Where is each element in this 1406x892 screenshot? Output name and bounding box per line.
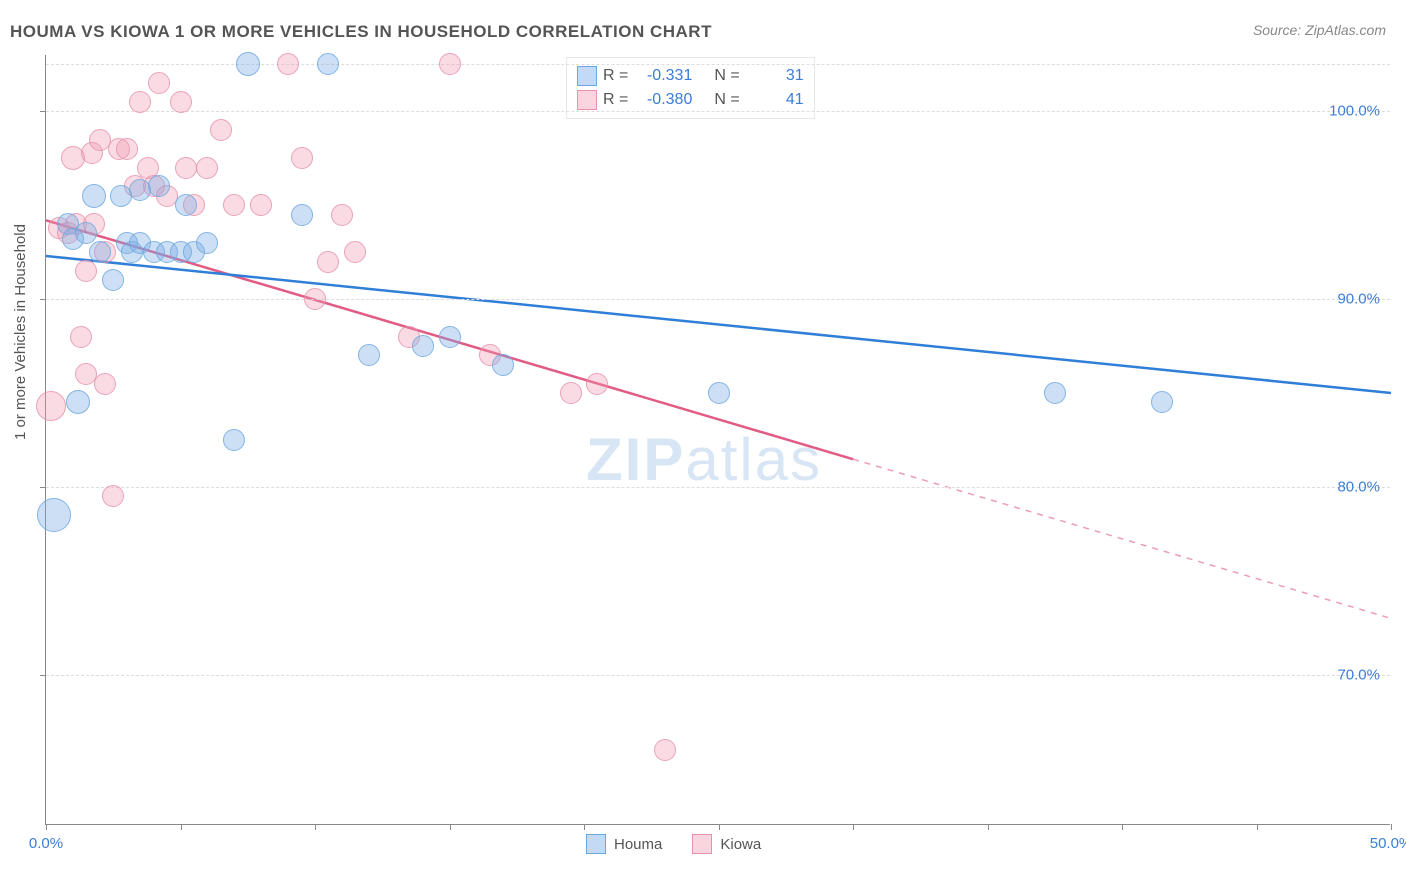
gridline (46, 111, 1390, 112)
kiowa-point (175, 157, 197, 179)
houma-point (236, 52, 260, 76)
kiowa-point (304, 288, 326, 310)
x-tick-mark (584, 824, 585, 830)
houma-point (223, 429, 245, 451)
r-label: R = (603, 64, 628, 88)
legend-label: Houma (614, 836, 662, 853)
r-value: -0.380 (634, 88, 692, 112)
x-tick-mark (181, 824, 182, 830)
x-tick-mark (1122, 824, 1123, 830)
houma-swatch-icon (577, 66, 597, 86)
x-tick-mark (315, 824, 316, 830)
kiowa-point (36, 391, 66, 421)
y-tick-mark (40, 299, 46, 300)
gridline (46, 487, 1390, 488)
houma-point (291, 204, 313, 226)
n-label: N = (714, 64, 739, 88)
y-axis-label: 1 or more Vehicles in Household (12, 224, 29, 440)
y-tick-label: 80.0% (1337, 478, 1380, 495)
houma-point (89, 241, 111, 263)
kiowa-point (129, 91, 151, 113)
source-attribution: Source: ZipAtlas.com (1253, 22, 1386, 38)
legend-row-kiowa: R = -0.380 N = 41 (577, 88, 804, 112)
y-tick-label: 90.0% (1337, 291, 1380, 308)
kiowa-point (223, 194, 245, 216)
houma-point (412, 335, 434, 357)
kiowa-point (317, 251, 339, 273)
plot-area: R = -0.331 N = 31 R = -0.380 N = 41 ZIPa… (45, 55, 1390, 825)
legend-row-houma: R = -0.331 N = 31 (577, 64, 804, 88)
gridline (46, 299, 1390, 300)
n-value: 41 (746, 88, 804, 112)
legend-item-kiowa: Kiowa (692, 834, 761, 854)
legend-label: Kiowa (720, 836, 761, 853)
houma-point (1151, 391, 1173, 413)
houma-swatch-icon (586, 834, 606, 854)
x-tick-mark (1391, 824, 1392, 830)
houma-point (317, 53, 339, 75)
correlation-legend: R = -0.331 N = 31 R = -0.380 N = 41 (566, 57, 815, 119)
n-label: N = (714, 88, 739, 112)
kiowa-trendline-extrapolated (853, 459, 1391, 618)
x-tick-label: 0.0% (29, 835, 63, 852)
kiowa-point (210, 119, 232, 141)
houma-point (148, 175, 170, 197)
x-tick-mark (988, 824, 989, 830)
kiowa-point (344, 241, 366, 263)
houma-point (1044, 382, 1066, 404)
kiowa-swatch-icon (577, 90, 597, 110)
series-legend: Houma Kiowa (586, 834, 761, 854)
y-tick-label: 70.0% (1337, 666, 1380, 683)
gridline (46, 675, 1390, 676)
houma-point (75, 222, 97, 244)
chart-title: HOUMA VS KIOWA 1 OR MORE VEHICLES IN HOU… (10, 22, 712, 42)
kiowa-point (196, 157, 218, 179)
kiowa-swatch-icon (692, 834, 712, 854)
x-tick-mark (719, 824, 720, 830)
kiowa-point (250, 194, 272, 216)
houma-point (102, 269, 124, 291)
kiowa-point (102, 485, 124, 507)
kiowa-point (75, 260, 97, 282)
x-tick-mark (46, 824, 47, 830)
kiowa-point (94, 373, 116, 395)
kiowa-point (654, 739, 676, 761)
kiowa-point (170, 91, 192, 113)
kiowa-point (116, 138, 138, 160)
kiowa-point (148, 72, 170, 94)
r-value: -0.331 (634, 64, 692, 88)
houma-trendline (46, 256, 1391, 393)
houma-point (37, 498, 71, 532)
y-tick-mark (40, 487, 46, 488)
houma-point (708, 382, 730, 404)
x-tick-mark (853, 824, 854, 830)
houma-point (492, 354, 514, 376)
kiowa-point (560, 382, 582, 404)
kiowa-point (70, 326, 92, 348)
n-value: 31 (746, 64, 804, 88)
x-tick-label: 50.0% (1370, 835, 1406, 852)
y-tick-label: 100.0% (1329, 103, 1380, 120)
trend-lines (46, 55, 1390, 824)
houma-point (196, 232, 218, 254)
chart-container: HOUMA VS KIOWA 1 OR MORE VEHICLES IN HOU… (0, 0, 1406, 892)
kiowa-point (439, 53, 461, 75)
x-tick-mark (450, 824, 451, 830)
y-tick-mark (40, 675, 46, 676)
legend-item-houma: Houma (586, 834, 662, 854)
kiowa-point (586, 373, 608, 395)
kiowa-point (277, 53, 299, 75)
kiowa-point (291, 147, 313, 169)
x-tick-mark (1257, 824, 1258, 830)
houma-point (66, 390, 90, 414)
houma-point (358, 344, 380, 366)
y-tick-mark (40, 111, 46, 112)
r-label: R = (603, 88, 628, 112)
houma-point (439, 326, 461, 348)
houma-point (82, 184, 106, 208)
houma-point (175, 194, 197, 216)
kiowa-point (331, 204, 353, 226)
